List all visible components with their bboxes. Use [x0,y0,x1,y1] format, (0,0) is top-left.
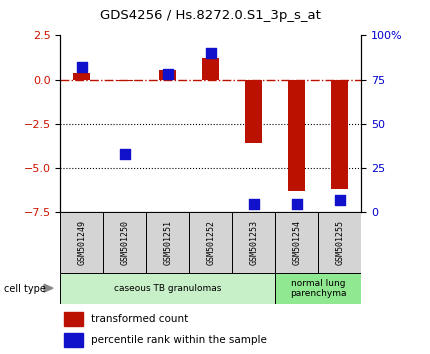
Bar [202,58,219,80]
Text: normal lung
parenchyma: normal lung parenchyma [290,279,347,298]
Bar [245,80,262,143]
Bar [64,312,83,326]
Point [121,151,128,157]
Point [207,50,214,56]
Point [164,72,171,77]
Bar [232,212,275,273]
Point [293,201,300,206]
Text: GSM501251: GSM501251 [163,220,172,265]
Text: cell type: cell type [4,284,46,293]
Bar [318,212,361,273]
Point [336,197,343,203]
Text: GSM501254: GSM501254 [292,220,301,265]
Text: GSM501255: GSM501255 [335,220,344,265]
Bar [288,80,305,191]
Text: GSM501253: GSM501253 [249,220,258,265]
Bar [275,212,318,273]
Bar [189,212,232,273]
Bar [73,73,90,80]
Text: GSM501250: GSM501250 [120,220,129,265]
Bar [275,273,361,304]
Text: GDS4256 / Hs.8272.0.S1_3p_s_at: GDS4256 / Hs.8272.0.S1_3p_s_at [100,9,321,22]
Text: percentile rank within the sample: percentile rank within the sample [91,335,267,345]
Bar [60,273,275,304]
Text: transformed count: transformed count [91,314,188,324]
Text: caseous TB granulomas: caseous TB granulomas [114,284,221,293]
Bar [331,80,348,189]
Polygon shape [44,284,53,292]
Bar [146,212,189,273]
Bar [103,212,146,273]
Point [78,64,85,70]
Bar [60,212,103,273]
Bar [64,333,83,347]
Bar [159,70,176,80]
Text: GSM501249: GSM501249 [77,220,86,265]
Text: GSM501252: GSM501252 [206,220,215,265]
Point [250,201,257,206]
